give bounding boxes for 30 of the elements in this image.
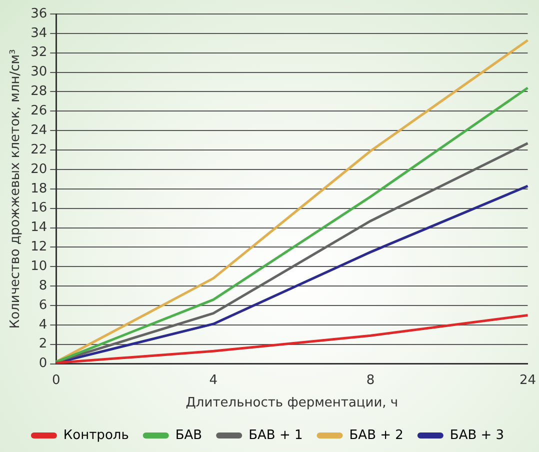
legend-label: БАВ + 1 [248,428,303,443]
x-axis-title: Длительность ферментации, ч [186,396,398,411]
y-tick-label: 26 [30,104,48,119]
y-tick-label: 0 [38,356,48,372]
y-tick-label: 24 [30,122,48,138]
y-tick-label: 18 [30,181,48,196]
y-tick-label: 10 [30,259,48,274]
y-axis-title: Количество дрожжевых клеток, млн/см³ [8,49,24,329]
y-tick-label: 20 [30,162,48,177]
legend-label: БАВ + 3 [450,428,504,443]
y-tick-label: 12 [30,240,48,255]
legend-label: БАВ [175,428,202,443]
legend-label: БАВ + 2 [349,428,404,443]
y-tick-label: 22 [30,142,48,158]
y-tick-label: 8 [38,278,48,294]
y-tick-label: 36 [30,6,48,22]
x-tick-label: 24 [519,372,536,388]
y-tick-label: 14 [30,220,48,236]
y-tick-label: 30 [30,64,48,80]
y-tick-label: 28 [30,84,48,100]
y-tick-label: 16 [30,200,48,216]
x-tick-label: 4 [209,372,218,388]
y-tick-label: 32 [30,45,48,60]
y-tick-label: 4 [38,317,48,332]
legend-label: Контроль [63,428,129,443]
y-tick-label: 34 [30,26,48,41]
x-tick-label: 0 [52,372,60,388]
y-tick-label: 2 [38,336,48,352]
y-tick-label: 6 [38,298,48,313]
x-tick-label: 8 [366,372,375,388]
